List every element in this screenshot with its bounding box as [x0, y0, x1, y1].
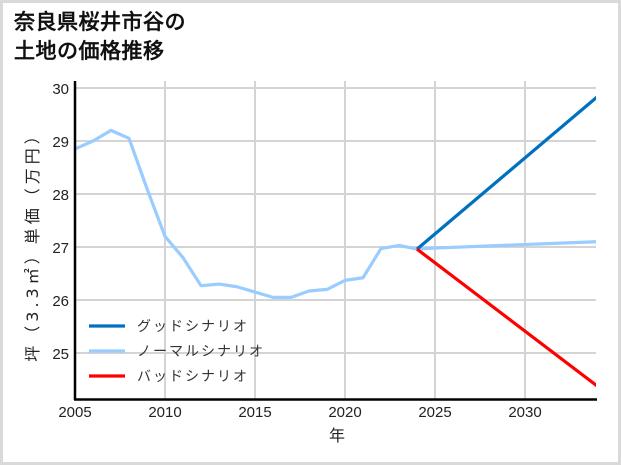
series-lines — [75, 95, 596, 388]
x-tick-label: 2015 — [238, 404, 271, 421]
series-line-2 — [416, 247, 596, 388]
chart-title-line-2: 土地の価格推移 — [14, 39, 165, 63]
axes — [73, 81, 597, 401]
y-tick-label: 29 — [52, 134, 69, 151]
x-tick-label: 2025 — [418, 404, 451, 421]
y-tick-label: 28 — [52, 187, 69, 204]
series-line-0 — [415, 95, 596, 251]
legend-label: バッドシナリオ — [137, 369, 249, 385]
gridlines — [75, 81, 596, 399]
legend-label: グッドシナリオ — [137, 319, 249, 335]
y-tick-labels: 25 26 27 28 29 30 — [52, 81, 69, 363]
legend-label: ノーマルシナリオ — [137, 344, 265, 360]
chart-title: 奈良県桜井市谷の 土地の価格推移 — [14, 8, 186, 66]
x-tick-label: 2020 — [328, 404, 361, 421]
x-axis-label: 年 — [329, 426, 345, 445]
y-tick-label: 27 — [52, 240, 69, 257]
x-tick-label: 2030 — [508, 404, 541, 421]
y-tick-label: 26 — [52, 293, 69, 310]
y-axis-label: 坪（3.3㎡）単価（万円） — [23, 124, 42, 361]
x-tick-label: 2010 — [148, 404, 181, 421]
y-tick-label: 25 — [52, 346, 69, 363]
x-tick-label: 2005 — [58, 404, 91, 421]
y-tick-label: 30 — [52, 81, 69, 98]
series-line-1 — [75, 128, 596, 299]
x-tick-labels: 2005 2010 2015 2020 2025 2030 — [58, 404, 541, 421]
chart-title-line-1: 奈良県桜井市谷の — [14, 10, 186, 34]
